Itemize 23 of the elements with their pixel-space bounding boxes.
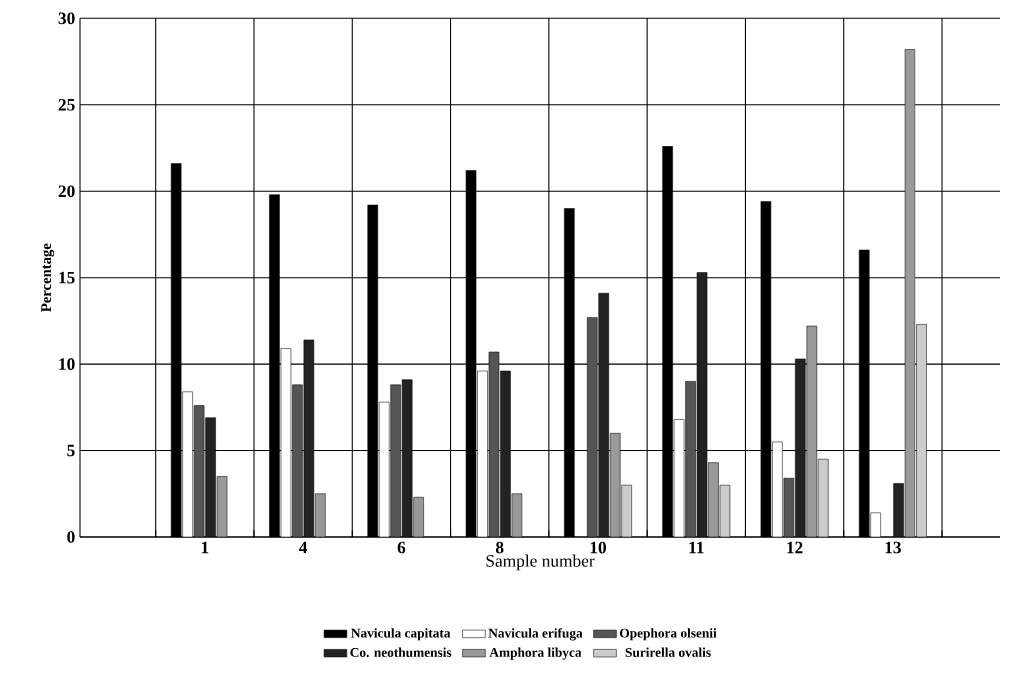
x-tick-label: 12 (787, 541, 803, 554)
x-tick-label: 8 (495, 541, 504, 554)
y-tick-label: 5 (67, 444, 75, 457)
y-tick-label: 30 (58, 12, 75, 25)
legend-label: Navicula erifuga (488, 628, 583, 641)
legend-label: Co. neothumensis (350, 647, 452, 658)
legend-label: Amphora libyca (489, 647, 582, 660)
y-axis-title: Percentage (41, 243, 55, 312)
y-tick-label: 15 (59, 271, 75, 284)
x-tick-label: 11 (689, 541, 704, 554)
legend-label: Surirella ovalis (625, 647, 711, 657)
x-tick-label: 6 (397, 541, 406, 554)
y-tick-label: 10 (59, 358, 75, 370)
x-tick-label: 1 (201, 541, 209, 554)
legend-label: Opephora olsenii (619, 628, 717, 641)
x-tick-label: 10 (590, 541, 607, 554)
x-axis-title: Sample number (486, 554, 595, 571)
y-tick-label: 20 (58, 185, 75, 198)
y-tick-label: 0 (67, 531, 75, 543)
legend-label: Navicula capitata (351, 628, 451, 641)
y-tick-label: 25 (58, 98, 75, 111)
x-tick-label: 4 (299, 541, 308, 554)
x-tick-label: 13 (885, 541, 901, 554)
